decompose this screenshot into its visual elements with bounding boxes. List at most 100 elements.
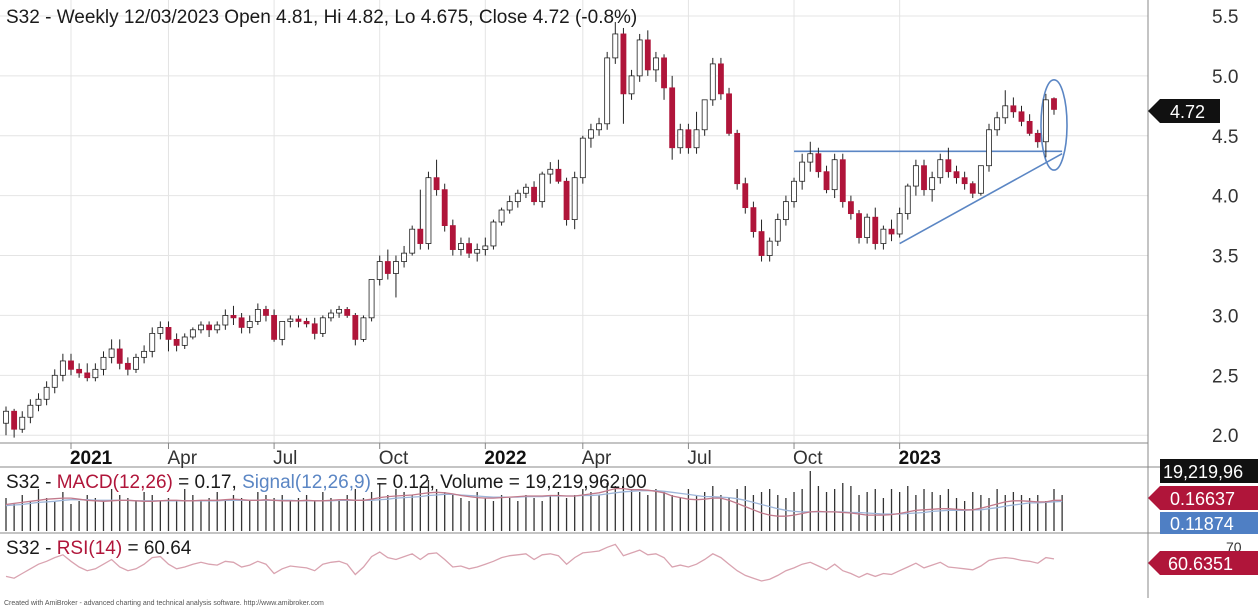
candle xyxy=(409,225,416,256)
candle xyxy=(677,123,684,154)
candle xyxy=(360,315,367,342)
candle xyxy=(344,307,351,318)
candle xyxy=(271,309,278,342)
candle xyxy=(856,210,862,244)
x-tick-label: 2022 xyxy=(484,448,526,469)
candle-body xyxy=(254,309,261,322)
candle-body xyxy=(506,201,513,211)
candle-body xyxy=(523,186,529,194)
candle-body xyxy=(750,207,757,232)
candle-body xyxy=(579,137,586,179)
x-tick-label: Jul xyxy=(687,448,711,469)
candle xyxy=(701,99,708,136)
candle-body xyxy=(19,416,26,430)
candle xyxy=(376,255,383,286)
candle xyxy=(872,207,879,250)
candle xyxy=(303,317,310,328)
candle-body xyxy=(937,159,944,179)
candle xyxy=(433,159,440,196)
candle-body xyxy=(717,63,724,95)
candle xyxy=(750,201,757,238)
candle xyxy=(539,171,546,208)
candle xyxy=(653,51,659,82)
candle xyxy=(547,162,554,184)
x-tick-label: Apr xyxy=(167,448,197,469)
candle-body xyxy=(742,183,749,209)
candle xyxy=(43,381,50,406)
y-tick-label: 2.5 xyxy=(1212,366,1238,387)
candle-body xyxy=(571,177,578,221)
candle xyxy=(717,57,724,100)
rsi-badge-value: 60.6351 xyxy=(1168,554,1233,574)
candle-body xyxy=(880,228,887,244)
candle-body xyxy=(27,404,34,418)
candle xyxy=(734,129,741,190)
candle xyxy=(1002,90,1009,124)
rsi-badge: 60.6351 xyxy=(1148,551,1258,575)
candle xyxy=(531,181,537,206)
rsi-label: RSI(14) xyxy=(57,538,122,559)
candle-body xyxy=(376,261,383,280)
candle xyxy=(51,369,58,394)
candle xyxy=(888,219,895,242)
candle-body xyxy=(490,221,497,247)
y-tick-label: 4.5 xyxy=(1212,127,1238,148)
candle xyxy=(3,406,9,436)
candle-body xyxy=(726,93,732,134)
candle-body xyxy=(799,161,806,182)
candle-body xyxy=(677,129,684,149)
candle-body xyxy=(92,368,99,379)
candle xyxy=(977,165,984,196)
y-tick-label: 3.0 xyxy=(1212,306,1238,327)
candle-body xyxy=(474,249,481,254)
x-axis: 2021 Apr Jul Oct 2022 Apr Jul Oct 2023 xyxy=(70,443,941,469)
last-price-value: 4.72 xyxy=(1170,102,1205,122)
candle xyxy=(693,111,700,154)
candle xyxy=(579,135,586,184)
candle xyxy=(165,321,172,352)
y-tick-label: 5.5 xyxy=(1212,7,1238,28)
candle-body xyxy=(807,153,814,163)
candle-body xyxy=(344,309,351,316)
candle xyxy=(173,333,180,352)
candle xyxy=(945,147,952,178)
grid xyxy=(0,0,1148,443)
candle-body xyxy=(969,183,976,194)
candle-body xyxy=(263,309,269,316)
candle xyxy=(368,279,375,322)
candle xyxy=(59,353,66,382)
candle xyxy=(628,69,635,100)
candle xyxy=(425,171,432,250)
candle-body xyxy=(588,129,594,139)
candle-body xyxy=(1026,120,1033,134)
rsi-line xyxy=(5,543,1055,582)
candle xyxy=(108,339,115,364)
macd-badge: 0.16637 xyxy=(1148,486,1258,510)
candle-body xyxy=(51,374,58,388)
candle-body xyxy=(847,201,854,215)
candle-body xyxy=(230,315,237,319)
candle-body xyxy=(311,323,318,334)
candle xyxy=(1026,114,1033,136)
candle xyxy=(929,171,936,202)
candle-body xyxy=(766,240,773,256)
candle-body xyxy=(791,180,797,203)
candle-body xyxy=(206,324,213,331)
candle-body xyxy=(912,165,919,187)
candle-body xyxy=(246,321,253,328)
candle-body xyxy=(76,368,83,374)
annotations xyxy=(794,79,1068,245)
candle xyxy=(181,333,188,349)
candle xyxy=(27,399,34,424)
candle-body xyxy=(514,192,521,203)
candle-body xyxy=(11,410,18,430)
candle xyxy=(116,339,123,370)
candle xyxy=(393,255,399,298)
candle xyxy=(620,27,627,124)
candle-body xyxy=(839,159,846,203)
candle xyxy=(969,181,976,199)
signal-volume-value: = 0.12, Volume = 19,219,962.00 xyxy=(371,472,647,493)
candle xyxy=(1018,105,1025,127)
candle xyxy=(912,159,919,196)
